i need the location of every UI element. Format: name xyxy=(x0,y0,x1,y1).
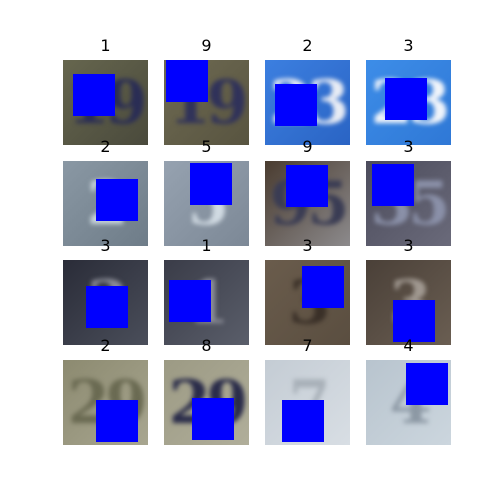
tile-image: 29 xyxy=(164,360,249,445)
occlusion-mask xyxy=(372,164,414,206)
tile-label: 1 xyxy=(100,36,111,55)
occlusion-mask xyxy=(169,280,211,322)
occlusion-mask xyxy=(166,60,208,102)
occlusion-mask xyxy=(86,286,128,328)
tile-label: 3 xyxy=(100,236,111,255)
tile-label: 3 xyxy=(403,36,414,55)
occlusion-mask xyxy=(282,400,324,442)
tile-label: 3 xyxy=(302,236,313,255)
tile-label: 2 xyxy=(302,36,313,55)
tile-image: 95 xyxy=(265,161,350,246)
tile-label: 9 xyxy=(302,137,313,156)
tile-image: 3 xyxy=(265,260,350,345)
occlusion-mask xyxy=(96,179,138,221)
occlusion-mask xyxy=(190,163,232,205)
occlusion-mask xyxy=(393,300,435,342)
tile-label: 7 xyxy=(302,336,313,355)
occlusion-mask xyxy=(302,266,344,308)
tile-label: 3 xyxy=(403,236,414,255)
tile-image: 19 xyxy=(164,60,249,145)
tile-label: 3 xyxy=(403,137,414,156)
tile-image: 2 xyxy=(63,161,148,246)
tile-image: 4 xyxy=(366,360,451,445)
tile-label: 1 xyxy=(201,236,212,255)
tile-image: 7 xyxy=(265,360,350,445)
tile-image: 23 xyxy=(265,60,350,145)
tile-label: 8 xyxy=(201,336,212,355)
occlusion-mask xyxy=(385,78,427,120)
tile-label: 2 xyxy=(100,336,111,355)
occlusion-mask xyxy=(96,400,138,442)
tile-label: 9 xyxy=(201,36,212,55)
tile-image: 29 xyxy=(63,360,148,445)
occlusion-mask xyxy=(192,398,234,440)
occlusion-mask xyxy=(275,84,317,126)
tile-image: 23 xyxy=(366,60,451,145)
tile-image: 3 xyxy=(366,260,451,345)
tile-image: 19 xyxy=(63,60,148,145)
occlusion-mask xyxy=(73,74,115,116)
tile-label: 5 xyxy=(201,137,212,156)
tile-image: 5 xyxy=(164,161,249,246)
occlusion-mask xyxy=(406,363,448,405)
tile-label: 4 xyxy=(403,336,414,355)
tile-label: 2 xyxy=(100,137,111,156)
tile-image: 1 xyxy=(164,260,249,345)
tile-image: 35 xyxy=(366,161,451,246)
occlusion-mask xyxy=(286,165,328,207)
tile-image: 3 xyxy=(63,260,148,345)
